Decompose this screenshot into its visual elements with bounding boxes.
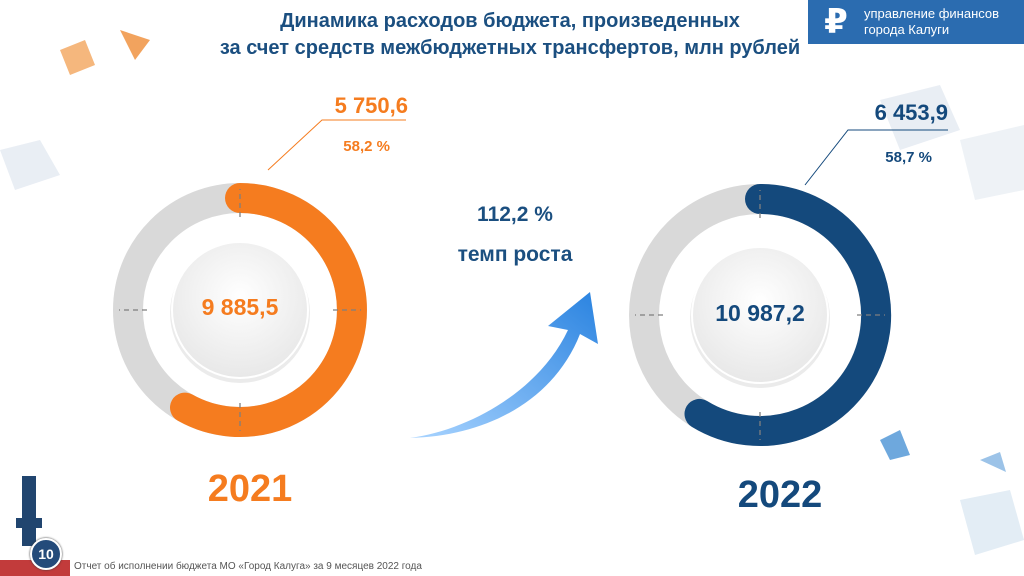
donut-2022 [629, 129, 948, 446]
value-label-2021: 5 750,6 [334, 93, 408, 118]
year-label-2022: 2022 [737, 474, 823, 516]
value-label-2022: 6 453,9 [874, 100, 948, 125]
donut-center [171, 241, 309, 379]
donut-segment [684, 184, 892, 446]
share-label-2021: 58,2 % [343, 138, 390, 155]
org-name-line-2: города Калуги [864, 22, 950, 37]
leader-line [267, 119, 406, 171]
year-label-2021: 2021 [207, 468, 293, 510]
growth-rate-label: темп роста [457, 243, 573, 266]
leader-line [804, 129, 948, 186]
org-logo: ₽ управление финансов города Калуги [808, 0, 1024, 44]
donut-segment [170, 183, 367, 437]
title-line-2: за счет средств межбюджетных трансфертов… [219, 37, 801, 59]
ruble-icon: ₽ [824, 2, 848, 42]
donut-2021 [113, 119, 406, 437]
org-name-line-1: управление финансов [864, 6, 1000, 21]
growth-rate-value: 112,2 % [477, 203, 553, 226]
page-number: 10 [30, 538, 62, 570]
footer-text: Отчет об исполнении бюджета МО «Город Ка… [74, 561, 422, 572]
growth-arrow-icon [410, 292, 598, 438]
page-title: Динамика расходов бюджета, произведенных… [180, 8, 840, 62]
title-line-1: Динамика расходов бюджета, произведенных [280, 10, 740, 32]
share-label-2022: 58,7 % [885, 149, 932, 166]
total-label-2022: 10 987,2 [715, 300, 805, 326]
org-name: управление финансов города Калуги [864, 6, 999, 38]
donut-center [691, 246, 829, 384]
total-label-2021: 9 885,5 [201, 294, 279, 320]
